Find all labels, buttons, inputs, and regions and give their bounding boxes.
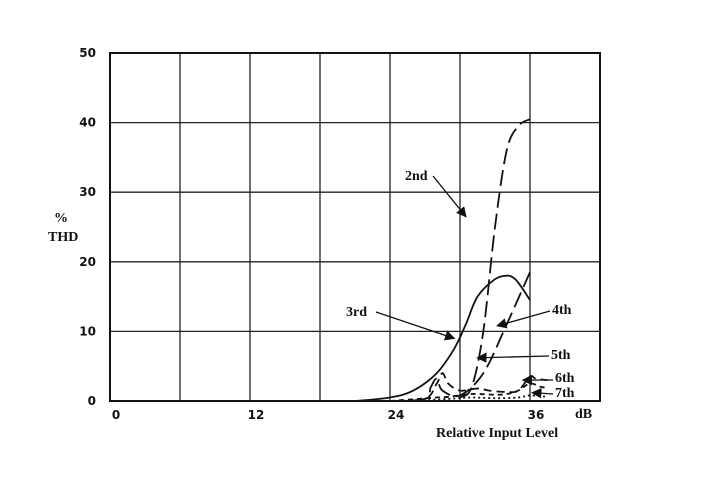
x-tick-label: 0 [112, 408, 120, 422]
series-4th-line [389, 271, 531, 402]
y-tick-label: 40 [79, 116, 96, 130]
y-tick-label: 10 [79, 324, 96, 338]
plot-frame [109, 52, 601, 402]
x-axis-label: Relative Input Level [436, 426, 558, 441]
y-axis-label-percent: % [54, 211, 68, 226]
y-tick-label: 50 [79, 46, 96, 60]
annotation-2nd-arrow [432, 175, 467, 218]
grid [109, 52, 601, 402]
y-tick-label: 20 [79, 255, 96, 269]
y-tick-label: 0 [88, 394, 96, 408]
annotation-4th: 4th [552, 303, 572, 318]
series-curves [354, 118, 548, 402]
annotation-7th: 7th [555, 386, 575, 401]
x-tick-label: 12 [248, 408, 265, 422]
annotation-2nd: 2nd [405, 169, 428, 184]
series-6th-line [389, 382, 548, 402]
axis-tick-labels: 0 10 20 30 40 50 0 12 24 36 [79, 46, 544, 422]
annotation-5th-arrow [476, 352, 550, 363]
annotation-3rd-arrow [375, 311, 456, 341]
series-3rd-line [354, 274, 531, 402]
annotation-5th: 5th [551, 348, 571, 363]
series-7th-line [413, 394, 548, 402]
series-2nd-line [459, 118, 531, 399]
annotation-3rd: 3rd [346, 305, 367, 320]
x-axis-unit: dB [575, 407, 592, 422]
x-tick-label: 24 [388, 408, 405, 422]
annotation-6th: 6th [555, 371, 575, 386]
y-tick-label: 30 [79, 185, 96, 199]
annotation-7th-arrow [531, 388, 554, 399]
x-tick-label: 36 [528, 408, 545, 422]
y-axis-label-thd: THD [48, 230, 78, 245]
annotation-4th-arrow [496, 310, 551, 329]
